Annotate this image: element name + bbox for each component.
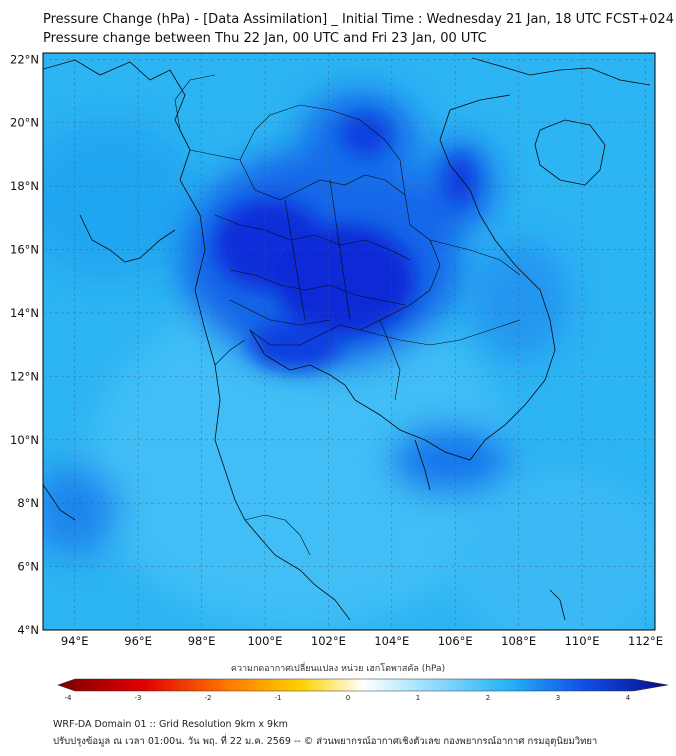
colorbar-tick-label: -1 bbox=[275, 694, 282, 702]
lon-label: 94°E bbox=[61, 634, 89, 648]
colorbar-gradient bbox=[57, 678, 669, 692]
colorbar: -4 -3 -2 -1 0 1 2 3 4 bbox=[57, 678, 669, 702]
lon-label: 112°E bbox=[628, 634, 663, 648]
map-subtitle: Pressure change between Thu 22 Jan, 00 U… bbox=[43, 31, 487, 46]
colorbar-ticks: -4 -3 -2 -1 0 1 2 3 4 bbox=[65, 694, 631, 702]
pressure-field bbox=[43, 53, 655, 630]
colorbar-label: ความกดอากาศเปลี่ยนแปลง หน่วย เฮกโตพาสคัล… bbox=[230, 664, 446, 674]
map-frame bbox=[42, 52, 656, 631]
border-lines bbox=[174, 74, 521, 556]
lon-label: 102°E bbox=[311, 634, 346, 648]
lat-label: 4°N bbox=[17, 623, 39, 637]
colorbar-tick-label: -3 bbox=[135, 694, 142, 702]
colorbar-tick-label: 3 bbox=[556, 694, 560, 702]
lon-label: 96°E bbox=[124, 634, 152, 648]
lon-label: 108°E bbox=[501, 634, 536, 648]
colorbar-tick-label: 2 bbox=[486, 694, 490, 702]
footer-credits: ปรับปรุงข้อมูล ณ เวลา 01:00น. วัน พฤ. ที… bbox=[53, 736, 598, 747]
longitude-labels: 94°E 96°E 98°E 100°E 102°E 104°E 106°E 108°E 110… bbox=[61, 634, 663, 648]
colorbar-tick-label: 4 bbox=[626, 694, 631, 702]
lat-label: 20°N bbox=[10, 116, 39, 130]
latitude-labels: 22°N 20°N 18°N 16°N 14°N 12°N 10°N 8°N 6°N 4°N bbox=[10, 52, 39, 637]
lon-label: 98°E bbox=[188, 634, 216, 648]
lat-label: 22°N bbox=[10, 52, 39, 66]
colorbar-tick-label: 0 bbox=[346, 694, 350, 702]
lat-label: 16°N bbox=[10, 243, 39, 257]
lat-label: 14°N bbox=[10, 306, 39, 320]
colorbar-tick-label: -4 bbox=[65, 694, 73, 702]
colorbar-tick-label: 1 bbox=[416, 694, 420, 702]
lat-label: 10°N bbox=[10, 433, 39, 447]
lon-label: 104°E bbox=[374, 634, 409, 648]
lat-label: 18°N bbox=[10, 179, 39, 193]
footer-domain-info: WRF-DA Domain 01 :: Grid Resolution 9km … bbox=[53, 719, 288, 730]
graticule bbox=[43, 53, 655, 630]
lon-label: 100°E bbox=[247, 634, 282, 648]
lon-label: 110°E bbox=[565, 634, 600, 648]
map-title: Pressure Change (hPa) - [Data Assimilati… bbox=[43, 12, 674, 27]
colorbar-tick-label: -2 bbox=[205, 694, 212, 702]
lon-label: 106°E bbox=[438, 634, 473, 648]
lat-label: 12°N bbox=[10, 369, 39, 383]
lat-label: 6°N bbox=[17, 560, 39, 574]
lat-label: 8°N bbox=[17, 496, 39, 510]
